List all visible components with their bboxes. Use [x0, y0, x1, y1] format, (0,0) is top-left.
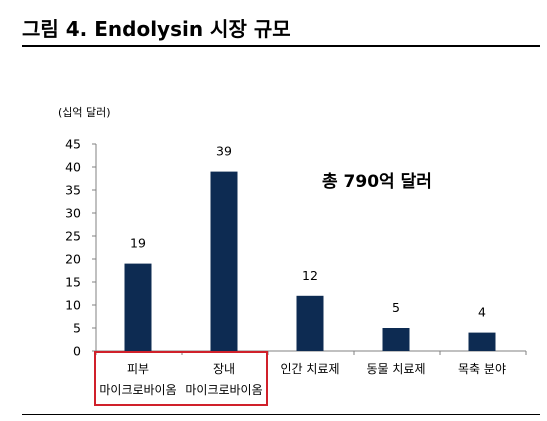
y-axis-label: (십억 달러): [58, 106, 111, 119]
y-tick-label: 40: [65, 160, 81, 175]
y-tick-label: 20: [65, 252, 81, 267]
x-category-label-line: 피부: [126, 362, 150, 376]
x-category-label: 동물 치료제: [366, 359, 425, 380]
data-label: 12: [302, 268, 318, 283]
bar: [210, 171, 238, 351]
x-category-label-line: 동물 치료제: [366, 362, 426, 376]
y-tick-label: 30: [65, 206, 81, 221]
bar: [468, 332, 496, 351]
bar: [296, 295, 324, 351]
title-divider: [22, 45, 540, 47]
bar: [124, 263, 152, 351]
y-tick-label: 25: [65, 229, 81, 244]
x-category-label-line: 장내: [212, 362, 236, 376]
y-tick-label: 0: [73, 344, 81, 359]
y-tick-label: 35: [65, 183, 81, 198]
x-category-label-line: 마이크로바이옴: [185, 383, 263, 397]
y-tick-label: 10: [65, 298, 81, 313]
x-category-label: 인간 치료제: [280, 359, 339, 380]
data-label: 5: [392, 300, 400, 315]
x-category-label: 목축 분야: [458, 359, 506, 380]
figure-title: 그림 4. Endolysin 시장 규모: [22, 17, 291, 41]
data-label: 39: [216, 144, 232, 159]
x-category-label-line: 목축 분야: [458, 362, 506, 376]
bar: [382, 328, 410, 351]
y-tick-label: 5: [73, 321, 81, 336]
microbiome-highlight-box: [94, 351, 268, 406]
bottom-divider: [22, 414, 540, 415]
x-category-label-line: 인간 치료제: [280, 362, 340, 376]
y-tick-label: 45: [65, 137, 81, 152]
y-tick-label: 15: [65, 275, 81, 290]
data-label: 19: [130, 236, 146, 251]
data-label: 4: [478, 305, 486, 320]
x-category-label-line: 마이크로바이옴: [99, 383, 177, 397]
total-annotation: 총 790억 달러: [322, 172, 432, 192]
